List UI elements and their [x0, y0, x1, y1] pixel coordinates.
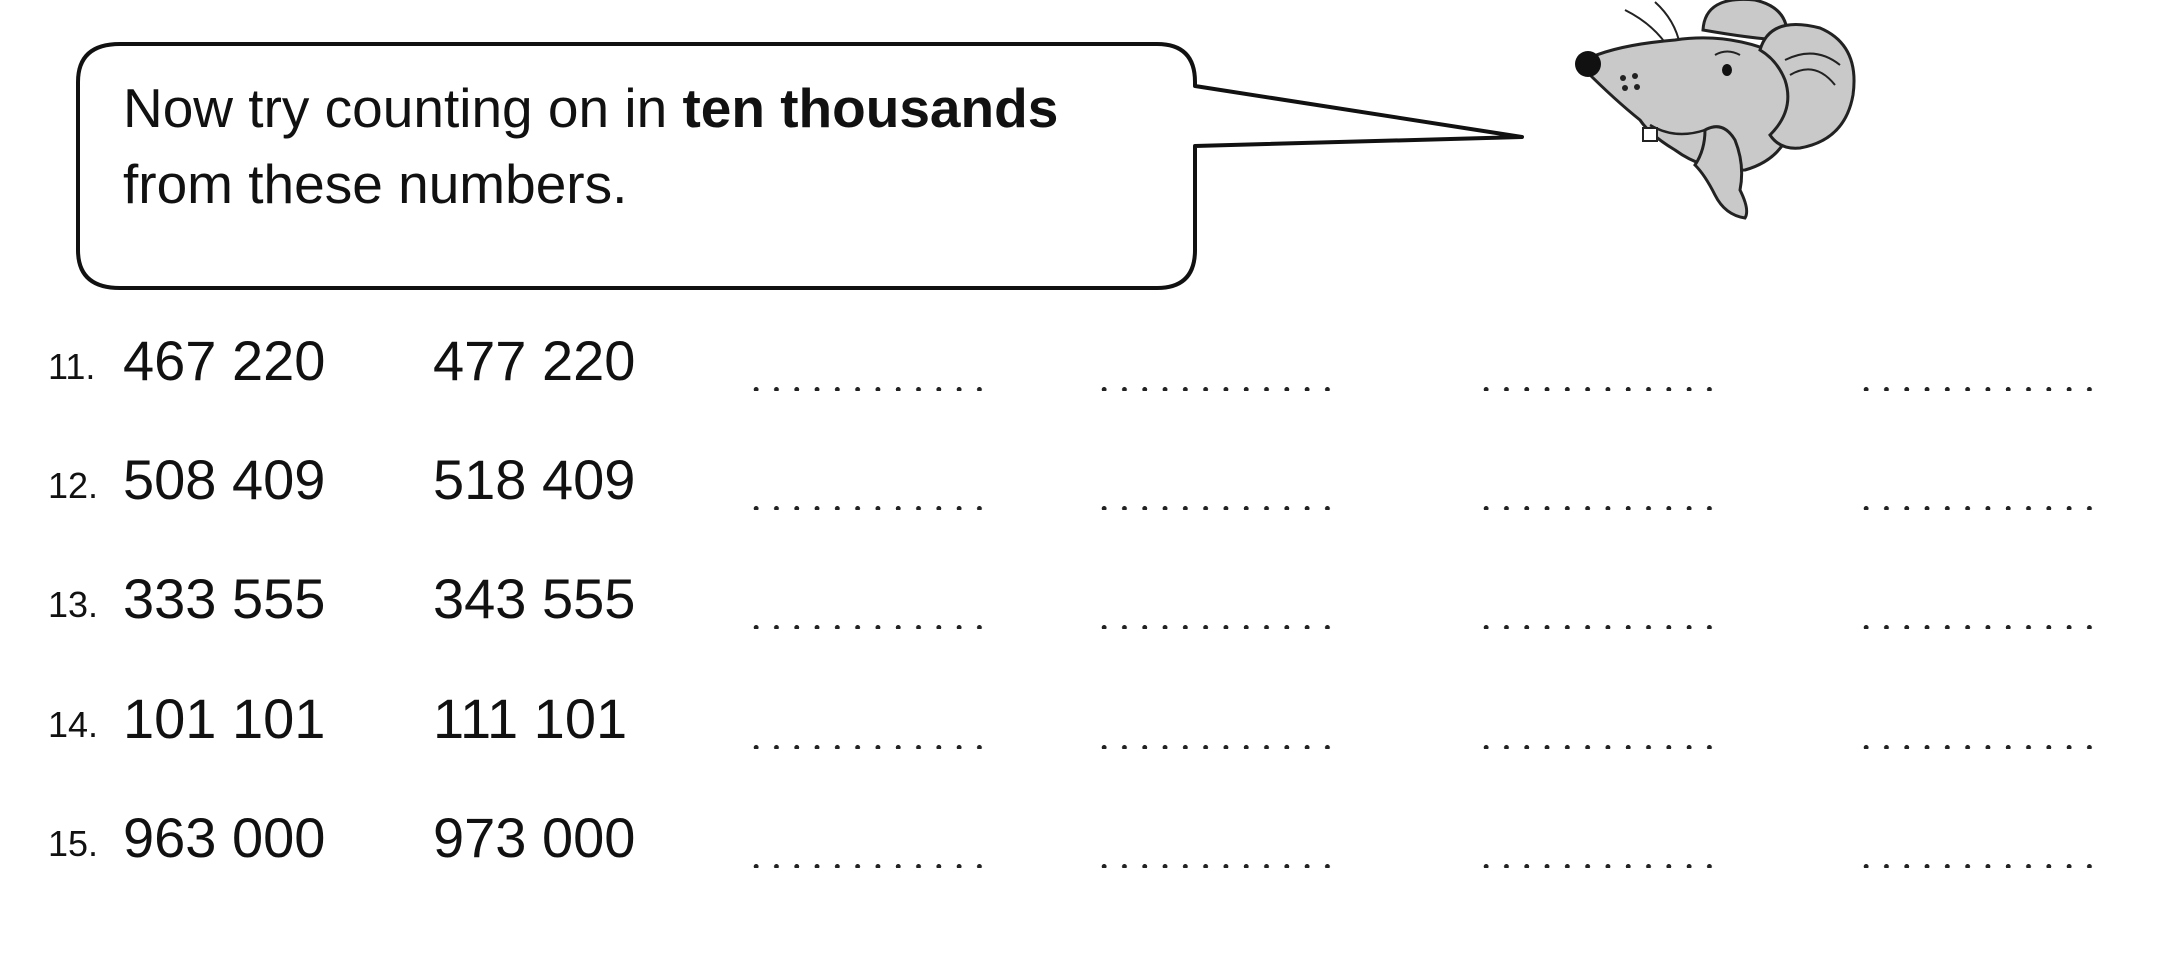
start-number: 101 101 — [123, 687, 326, 750]
answer-blank[interactable] — [1476, 387, 1720, 391]
next-number: 343 555 — [433, 567, 636, 630]
answer-blank[interactable] — [1476, 625, 1720, 629]
next-number: 111 101 — [433, 687, 628, 750]
row-number: 14. — [48, 704, 99, 745]
start-number: 963 000 — [123, 806, 326, 869]
answer-blank[interactable] — [1856, 506, 2100, 510]
answer-blank[interactable] — [746, 745, 990, 749]
answer-blank[interactable] — [1476, 864, 1720, 868]
answer-blank[interactable] — [1094, 506, 1338, 510]
exercise-row: 12. 508 409 518 409 — [0, 440, 2163, 520]
start-number: 508 409 — [123, 448, 326, 511]
instruction-plain: Now try counting on in — [123, 77, 683, 139]
exercise-row: 13. 333 555 343 555 — [0, 559, 2163, 639]
answer-blank[interactable] — [746, 506, 990, 510]
answer-blank[interactable] — [1094, 745, 1338, 749]
answer-blank[interactable] — [1856, 745, 2100, 749]
instruction-continuation: from these numbers. — [123, 153, 628, 215]
answer-blank[interactable] — [746, 864, 990, 868]
row-number: 11. — [48, 346, 96, 387]
instruction-text: Now try counting on in ten thousands fro… — [123, 70, 1183, 222]
mouse-icon — [1575, 0, 1856, 220]
answer-blank[interactable] — [1094, 625, 1338, 629]
answer-blank[interactable] — [1476, 506, 1720, 510]
answer-blank[interactable] — [1856, 387, 2100, 391]
exercise-row: 11. 467 220 477 220 — [0, 321, 2163, 401]
answer-blank[interactable] — [746, 625, 990, 629]
next-number: 973 000 — [433, 806, 636, 869]
answer-blank[interactable] — [1856, 864, 2100, 868]
answer-blank[interactable] — [1856, 625, 2100, 629]
answer-blank[interactable] — [1476, 745, 1720, 749]
answer-blank[interactable] — [1094, 387, 1338, 391]
instruction-bold: ten thousands — [682, 77, 1059, 139]
speech-bubble — [76, 42, 1524, 290]
row-number: 12. — [48, 465, 99, 506]
next-number: 518 409 — [433, 448, 636, 511]
row-number: 13. — [48, 584, 99, 625]
answer-blank[interactable] — [746, 387, 990, 391]
answer-blank[interactable] — [1094, 864, 1338, 868]
exercise-row: 14. 101 101 111 101 — [0, 679, 2163, 759]
start-number: 467 220 — [123, 329, 326, 392]
next-number: 477 220 — [433, 329, 636, 392]
exercise-row: 15. 963 000 973 000 — [0, 798, 2163, 878]
row-number: 15. — [48, 823, 99, 864]
start-number: 333 555 — [123, 567, 326, 630]
